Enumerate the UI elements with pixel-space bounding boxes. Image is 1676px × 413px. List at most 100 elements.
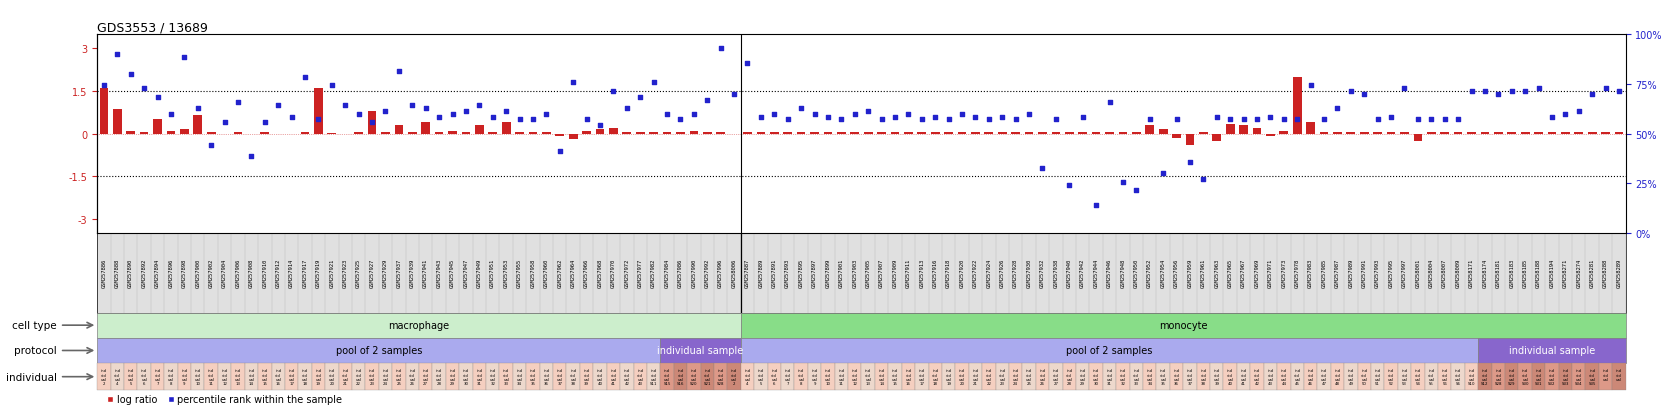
Bar bbox=[99, 89, 109, 134]
Text: GSM257904: GSM257904 bbox=[223, 259, 226, 288]
Bar bbox=[1011, 133, 1021, 134]
Bar bbox=[1547, 133, 1557, 134]
Bar bbox=[582, 131, 592, 134]
Text: GSM257972: GSM257972 bbox=[625, 259, 628, 288]
Bar bbox=[1304, 363, 1317, 390]
Text: GSM257893: GSM257893 bbox=[786, 259, 789, 288]
Point bbox=[815, 114, 841, 121]
Text: GSM257900: GSM257900 bbox=[196, 259, 199, 288]
Bar bbox=[796, 133, 806, 134]
Text: GSM257969: GSM257969 bbox=[1255, 259, 1259, 288]
Legend: log ratio, percentile rank within the sample: log ratio, percentile rank within the sa… bbox=[102, 390, 347, 408]
Text: ind
vid
ual
25: ind vid ual 25 bbox=[396, 368, 402, 385]
Bar bbox=[1507, 133, 1517, 134]
Bar bbox=[1252, 128, 1262, 134]
Text: GSM257901: GSM257901 bbox=[840, 259, 843, 288]
Text: ind
vid
ual
30: ind vid ual 30 bbox=[463, 368, 469, 385]
Bar bbox=[741, 338, 1478, 363]
Bar bbox=[1319, 133, 1329, 134]
Bar bbox=[1237, 363, 1250, 390]
Text: ind
vid
ual
8: ind vid ual 8 bbox=[168, 368, 174, 385]
Point bbox=[412, 105, 439, 112]
Text: GSM257920: GSM257920 bbox=[960, 259, 964, 288]
Bar bbox=[1143, 363, 1156, 390]
Point bbox=[1257, 114, 1284, 121]
Point bbox=[1002, 117, 1029, 123]
Point bbox=[868, 117, 895, 123]
Text: GSM257899: GSM257899 bbox=[826, 259, 830, 288]
Text: GSM257919: GSM257919 bbox=[317, 259, 320, 288]
Bar bbox=[97, 338, 660, 363]
Text: GSM257968: GSM257968 bbox=[598, 259, 602, 288]
Bar bbox=[298, 363, 312, 390]
Text: ind
vid
ual
21: ind vid ual 21 bbox=[342, 368, 349, 385]
Bar bbox=[434, 133, 444, 134]
Text: ind
vid
ual
29: ind vid ual 29 bbox=[449, 368, 456, 385]
Text: ind
vid
ual
S15: ind vid ual S15 bbox=[664, 368, 670, 385]
Text: ind
vid
ual
40: ind vid ual 40 bbox=[1227, 368, 1234, 385]
Text: GSM257960: GSM257960 bbox=[545, 259, 548, 288]
Text: GSM257997: GSM257997 bbox=[1403, 259, 1406, 288]
Text: GSM257943: GSM257943 bbox=[437, 259, 441, 288]
Point bbox=[828, 117, 855, 123]
Text: GSM258274: GSM258274 bbox=[1577, 259, 1580, 288]
Point bbox=[1378, 114, 1404, 121]
Point bbox=[600, 88, 627, 95]
Text: ind
vid
ual
41: ind vid ual 41 bbox=[1240, 368, 1247, 385]
Point bbox=[546, 148, 573, 154]
Bar bbox=[649, 133, 659, 134]
Text: GSM257937: GSM257937 bbox=[397, 259, 401, 288]
Bar bbox=[955, 363, 969, 390]
Point bbox=[1525, 85, 1552, 92]
Text: ind
vid
ual
6: ind vid ual 6 bbox=[771, 368, 778, 385]
Text: ind
vid
ual
9: ind vid ual 9 bbox=[181, 368, 188, 385]
Bar bbox=[1413, 134, 1423, 141]
Text: ind
vid
ual
13: ind vid ual 13 bbox=[865, 368, 872, 385]
Bar bbox=[515, 133, 525, 134]
Bar bbox=[1103, 363, 1116, 390]
Bar bbox=[902, 363, 915, 390]
Bar bbox=[1559, 363, 1572, 390]
Point bbox=[359, 120, 385, 126]
Point bbox=[1083, 202, 1110, 209]
Text: GSM257973: GSM257973 bbox=[1282, 259, 1285, 288]
Text: GSM257947: GSM257947 bbox=[464, 259, 468, 288]
Text: GSM257917: GSM257917 bbox=[303, 259, 307, 288]
Bar bbox=[1292, 78, 1302, 134]
Bar bbox=[1116, 363, 1130, 390]
Text: GSM257949: GSM257949 bbox=[478, 259, 481, 288]
Bar bbox=[1480, 133, 1490, 134]
Point bbox=[935, 117, 962, 123]
Bar bbox=[112, 110, 122, 134]
Text: GSM257958: GSM257958 bbox=[531, 259, 535, 288]
Text: ind
vid
ual
19: ind vid ual 19 bbox=[945, 368, 952, 385]
Text: ind
vid
ual
S11: ind vid ual S11 bbox=[650, 368, 657, 385]
Bar bbox=[245, 363, 258, 390]
Bar bbox=[1223, 363, 1237, 390]
Text: ind
vid
ual
55: ind vid ual 55 bbox=[1428, 368, 1435, 385]
Text: pool of 2 samples: pool of 2 samples bbox=[335, 346, 422, 356]
Bar bbox=[850, 133, 860, 134]
Text: ind
vid
ual
49: ind vid ual 49 bbox=[1348, 368, 1354, 385]
Text: GSM257992: GSM257992 bbox=[706, 259, 709, 288]
Bar bbox=[553, 363, 566, 390]
Text: ind
vid
ual
53: ind vid ual 53 bbox=[1401, 368, 1408, 385]
Point bbox=[238, 154, 265, 160]
Text: GSM257984: GSM257984 bbox=[665, 259, 669, 288]
Bar bbox=[111, 363, 124, 390]
Text: ind
vid
ual
32: ind vid ual 32 bbox=[489, 368, 496, 385]
Text: GSM257903: GSM257903 bbox=[853, 259, 856, 288]
Text: GSM257966: GSM257966 bbox=[585, 259, 588, 288]
Bar bbox=[662, 133, 672, 134]
Point bbox=[305, 117, 332, 123]
Bar bbox=[1399, 133, 1410, 134]
Bar bbox=[258, 363, 272, 390]
Bar bbox=[647, 363, 660, 390]
Point bbox=[198, 142, 225, 149]
Bar bbox=[1465, 363, 1478, 390]
Point bbox=[158, 111, 184, 118]
Text: ind
vid
ual
21: ind vid ual 21 bbox=[972, 368, 979, 385]
Text: ind
vid
ual
43: ind vid ual 43 bbox=[637, 368, 644, 385]
Text: GSM258174: GSM258174 bbox=[1483, 259, 1487, 288]
Bar bbox=[756, 133, 766, 134]
